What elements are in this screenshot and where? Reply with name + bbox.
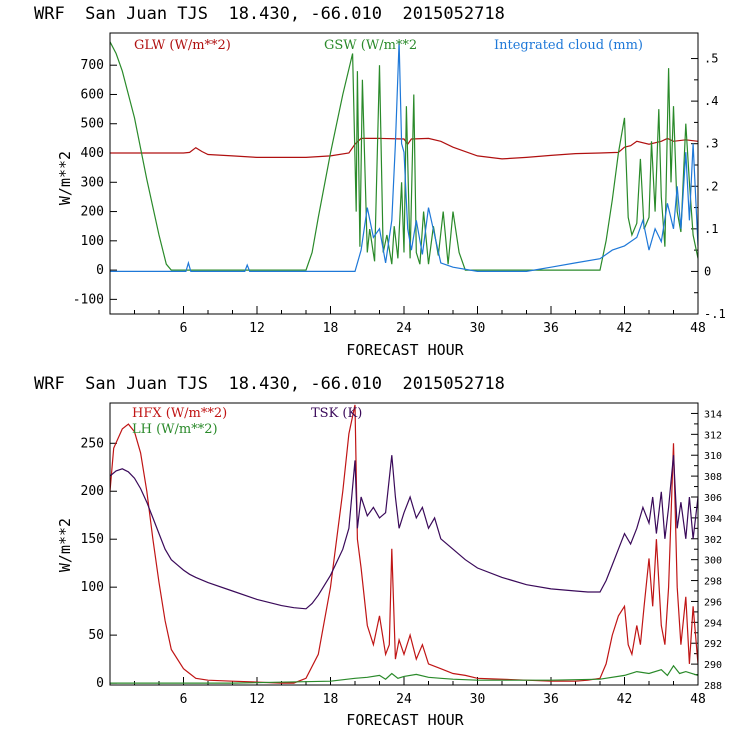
y2-tick-label: 294 [704,618,722,629]
x-tick-label: 48 [690,692,706,707]
series-line-lh-w-m-2 [110,664,698,684]
y2-tick-label: 290 [704,660,722,671]
y2-tick-label: 312 [704,430,722,441]
y-tick-label: 0 [96,263,104,278]
series-line-hfx-w-m-2 [110,404,698,684]
x-tick-label: 6 [180,321,188,336]
y-tick-label: 500 [81,117,104,132]
y2-tick-label: .3 [704,137,718,151]
panel-top-series [110,41,698,272]
y-tick-label: 700 [81,58,104,73]
x-tick-label: 24 [396,321,412,336]
y2-tick-label: .4 [704,94,718,108]
y2-tick-label: 314 [704,409,722,420]
y2-tick-label: 302 [704,535,722,546]
x-tick-label: 12 [249,692,265,707]
y-tick-label: 600 [81,87,104,102]
y2-tick-label: 292 [704,639,722,650]
y2-tick-label: 308 [704,472,722,483]
x-tick-label: 18 [323,321,339,336]
y2-tick-label: 296 [704,597,722,608]
x-tick-label: 6 [180,692,188,707]
y2-tick-label: 304 [704,514,722,525]
y-tick-label: 250 [81,436,104,451]
x-tick-label: 24 [396,692,412,707]
x-tick-label: 42 [617,321,633,336]
panel-top-legend: GLW (W/m**2) GSW (W/m**2 Integrated cloud … [134,38,643,53]
legend-lh-w-m-2: LH (W/m**2) [132,422,218,437]
y2-tick-label: .1 [704,222,718,236]
panel-bottom: WRF San Juan TJS 18.430, -66.010 2015052… [34,374,722,729]
y2-tick-label: .5 [704,52,718,66]
series-line-tsk-k [110,455,698,610]
legend-hfx-w-m-2: HFX (W/m**2) [132,406,227,421]
legend-tsk-k: TSK (K) [311,406,362,421]
panel-bottom-legend: HFX (W/m**2)LH (W/m**2) TSK (K) [132,406,362,437]
y-tick-label: 100 [81,234,104,249]
series-line-integrated-cloud-mm [110,41,698,272]
legend-glw-w-m-2: GLW (W/m**2) [134,38,231,53]
legend-integrated-cloud-mm: Integrated cloud (mm) [494,38,643,53]
y-tick-label: 400 [81,146,104,161]
panel-top-ylabel: W/m**2 [56,151,74,205]
x-tick-label: 30 [470,321,486,336]
y2-tick-label: 310 [704,451,722,462]
legend-gsw-w-m-2: GSW (W/m**2 [324,38,417,53]
x-tick-label: 36 [543,692,559,707]
y-tick-label: 200 [81,205,104,220]
panel-bottom-series [110,404,698,684]
y-tick-label: -100 [73,292,104,307]
y2-tick-label: 306 [704,493,722,504]
x-tick-label: 36 [543,321,559,336]
panel-top-plot-frame [109,32,699,315]
y-tick-label: 150 [81,532,104,547]
y2-tick-label: 0 [704,264,711,278]
y2-tick-label: 300 [704,556,722,567]
series-line-gsw-w-m-2 [110,41,698,271]
x-tick-label: 30 [470,692,486,707]
panel-top-xlabel: FORECAST HOUR [346,341,464,359]
panel-bottom-title: WRF San Juan TJS 18.430, -66.010 2015052… [34,374,505,394]
panel-bottom-xlabel: FORECAST HOUR [346,711,464,729]
y2-tick-label: -.1 [704,307,726,321]
x-tick-label: 18 [323,692,339,707]
panel-bottom-ylabel: W/m**2 [56,518,74,572]
panel-top-title: WRF San Juan TJS 18.430, -66.010 2015052… [34,4,505,24]
y2-tick-label: .2 [704,179,718,193]
x-tick-label: 48 [690,321,706,336]
y-tick-label: 50 [88,628,104,643]
y-tick-label: 0 [96,676,104,691]
y-tick-label: 200 [81,484,104,499]
x-tick-label: 12 [249,321,265,336]
y-tick-label: 100 [81,580,104,595]
panel-bottom-plot-frame [109,402,699,686]
series-line-glw-w-m-2 [110,137,698,160]
y-tick-label: 300 [81,175,104,190]
panel-top: WRF San Juan TJS 18.430, -66.010 2015052… [34,4,726,359]
x-tick-label: 42 [617,692,633,707]
y2-tick-label: 288 [704,681,722,692]
y2-tick-label: 298 [704,577,722,588]
